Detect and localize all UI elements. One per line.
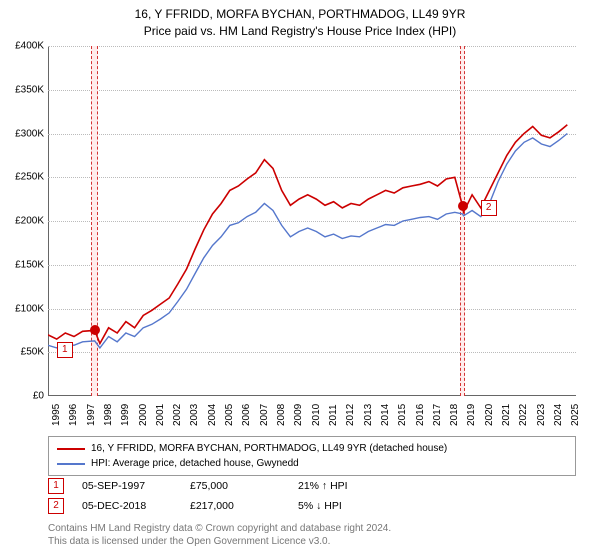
legend-row: 16, Y FFRIDD, MORFA BYCHAN, PORTHMADOG, … bbox=[57, 441, 567, 456]
y-tick-label: £250K bbox=[0, 172, 44, 183]
series-line bbox=[48, 125, 567, 344]
sale-note-badge: 2 bbox=[48, 498, 64, 514]
chart-title-block: 16, Y FFRIDD, MORFA BYCHAN, PORTHMADOG, … bbox=[0, 0, 600, 40]
y-tick-label: £100K bbox=[0, 303, 44, 314]
x-tick-label: 2005 bbox=[224, 404, 235, 426]
sale-note-price: £217,000 bbox=[190, 500, 280, 512]
y-tick-label: £150K bbox=[0, 259, 44, 270]
x-tick-label: 2014 bbox=[380, 404, 391, 426]
legend-swatch bbox=[57, 463, 85, 465]
y-tick-label: £350K bbox=[0, 84, 44, 95]
x-tick-label: 1999 bbox=[120, 404, 131, 426]
x-tick-label: 2025 bbox=[570, 404, 581, 426]
x-tick-label: 2007 bbox=[259, 404, 270, 426]
y-tick-label: £300K bbox=[0, 128, 44, 139]
x-tick-label: 2009 bbox=[293, 404, 304, 426]
title-line-1: 16, Y FFRIDD, MORFA BYCHAN, PORTHMADOG, … bbox=[0, 6, 600, 23]
sale-note-delta: 21% ↑ HPI bbox=[298, 480, 388, 492]
legend-label: HPI: Average price, detached house, Gwyn… bbox=[91, 456, 299, 471]
x-tick-label: 1998 bbox=[103, 404, 114, 426]
sale-note-price: £75,000 bbox=[190, 480, 280, 492]
x-tick-label: 2023 bbox=[536, 404, 547, 426]
sale-note-row: 1 05-SEP-1997 £75,000 21% ↑ HPI bbox=[48, 478, 576, 494]
attribution: Contains HM Land Registry data © Crown c… bbox=[48, 522, 576, 548]
sale-marker bbox=[458, 201, 468, 211]
x-tick-label: 1996 bbox=[68, 404, 79, 426]
x-tick-label: 2002 bbox=[172, 404, 183, 426]
x-tick-label: 2011 bbox=[328, 404, 339, 426]
x-tick-label: 2000 bbox=[138, 404, 149, 426]
x-tick-label: 2016 bbox=[415, 404, 426, 426]
legend-row: HPI: Average price, detached house, Gwyn… bbox=[57, 456, 567, 471]
x-tick-label: 2013 bbox=[363, 404, 374, 426]
x-tick-label: 2001 bbox=[155, 404, 166, 426]
x-tick-label: 2024 bbox=[553, 404, 564, 426]
sale-note-badge: 1 bbox=[48, 478, 64, 494]
y-tick-label: £200K bbox=[0, 216, 44, 227]
sale-note-delta: 5% ↓ HPI bbox=[298, 500, 388, 512]
legend-box: 16, Y FFRIDD, MORFA BYCHAN, PORTHMADOG, … bbox=[48, 436, 576, 476]
x-tick-label: 1995 bbox=[51, 404, 62, 426]
y-tick-label: £400K bbox=[0, 41, 44, 52]
x-tick-label: 2022 bbox=[518, 404, 529, 426]
x-tick-label: 2020 bbox=[484, 404, 495, 426]
sale-note-date: 05-DEC-2018 bbox=[82, 500, 172, 512]
x-tick-label: 2004 bbox=[207, 404, 218, 426]
x-tick-label: 2012 bbox=[345, 404, 356, 426]
x-tick-label: 2019 bbox=[466, 404, 477, 426]
y-tick-label: £0 bbox=[0, 391, 44, 402]
x-tick-label: 1997 bbox=[86, 404, 97, 426]
chart-area: 12 £0£50K£100K£150K£200K£250K£300K£350K£… bbox=[48, 46, 576, 396]
legend-label: 16, Y FFRIDD, MORFA BYCHAN, PORTHMADOG, … bbox=[91, 441, 447, 456]
legend-swatch bbox=[57, 448, 85, 450]
line-series-svg bbox=[48, 46, 576, 396]
x-tick-label: 2006 bbox=[241, 404, 252, 426]
sale-note-row: 2 05-DEC-2018 £217,000 5% ↓ HPI bbox=[48, 498, 576, 514]
sale-marker-label: 1 bbox=[57, 342, 73, 358]
sale-note-date: 05-SEP-1997 bbox=[82, 480, 172, 492]
x-tick-label: 2010 bbox=[311, 404, 322, 426]
sale-marker-label: 2 bbox=[481, 200, 497, 216]
x-tick-label: 2017 bbox=[432, 404, 443, 426]
x-tick-label: 2015 bbox=[397, 404, 408, 426]
sale-notes: 1 05-SEP-1997 £75,000 21% ↑ HPI 2 05-DEC-2018… bbox=[48, 478, 576, 518]
y-tick-label: £50K bbox=[0, 347, 44, 358]
x-tick-label: 2008 bbox=[276, 404, 287, 426]
attribution-line-1: Contains HM Land Registry data © Crown c… bbox=[48, 522, 576, 535]
x-tick-label: 2021 bbox=[501, 404, 512, 426]
x-tick-label: 2003 bbox=[189, 404, 200, 426]
series-line bbox=[48, 134, 567, 348]
attribution-line-2: This data is licensed under the Open Gov… bbox=[48, 535, 576, 548]
x-tick-label: 2018 bbox=[449, 404, 460, 426]
title-line-2: Price paid vs. HM Land Registry's House … bbox=[0, 23, 600, 40]
sale-marker bbox=[90, 325, 100, 335]
